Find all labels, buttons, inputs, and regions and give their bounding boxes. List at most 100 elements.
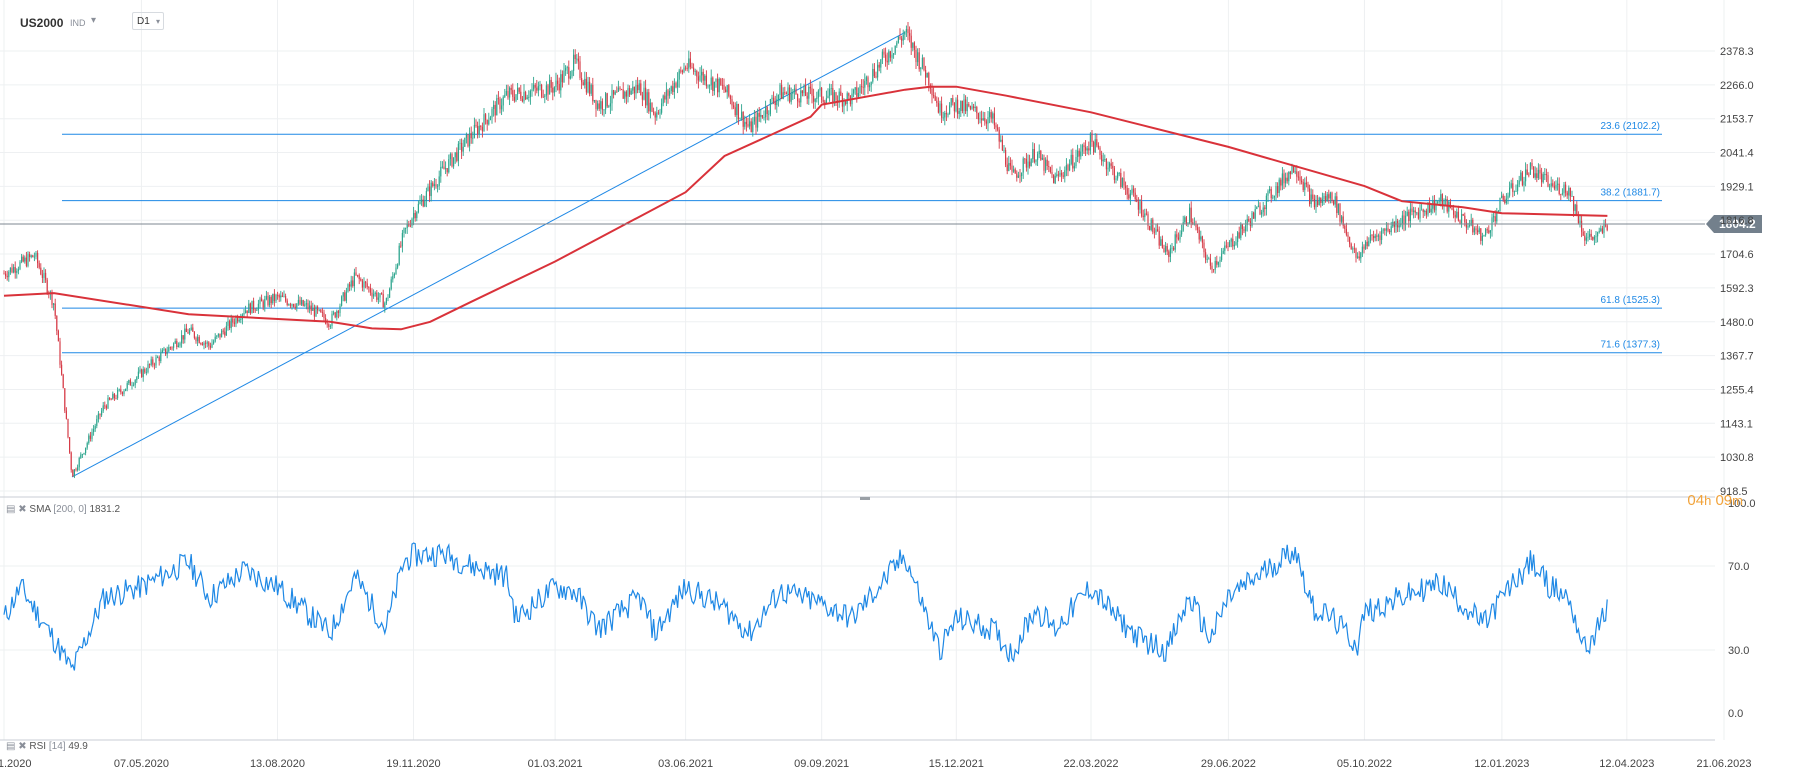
- fibonacci-levels[interactable]: 23.6 (2102.2) 38.2 (1881.7) 61.8 (1525.3) 7…: [62, 121, 1662, 354]
- price-tick-label: 1704.6: [1720, 249, 1754, 261]
- candle-body: [382, 294, 384, 308]
- candle-body: [91, 432, 93, 439]
- candle-body: [157, 357, 159, 359]
- sma-legend[interactable]: ▤ ✖ SMA [200, 0] 1831.2: [6, 504, 120, 515]
- candle-body: [240, 319, 242, 320]
- close-icon[interactable]: ✖: [18, 741, 27, 752]
- candle-body: [611, 90, 613, 104]
- candle-body: [731, 99, 733, 106]
- candle-body: [1587, 236, 1589, 238]
- candle-body: [1261, 212, 1263, 215]
- candle-body: [1078, 150, 1080, 157]
- price-tick-label: 918.5: [1720, 486, 1748, 498]
- candle-body: [899, 36, 901, 39]
- candle-body: [313, 308, 315, 317]
- candle-body: [1355, 248, 1357, 258]
- candle-body: [561, 74, 563, 83]
- indicator-list-icon[interactable]: ▤: [6, 741, 16, 752]
- candle-body: [118, 389, 120, 391]
- trendline[interactable]: [71, 31, 906, 478]
- indicator-list-icon[interactable]: ▤: [6, 504, 16, 515]
- candle-body: [299, 299, 301, 305]
- candle-body: [797, 94, 799, 102]
- chevron-down-icon[interactable]: ▾: [91, 15, 97, 26]
- candle-body: [833, 92, 835, 104]
- candle-body: [550, 79, 552, 88]
- candle-body: [518, 87, 520, 92]
- candle-body: [1438, 201, 1440, 203]
- candle-body: [1200, 236, 1202, 240]
- candle-body: [1480, 228, 1482, 241]
- candle-body: [617, 87, 619, 92]
- candle-body: [200, 343, 202, 344]
- candle-body: [955, 99, 957, 112]
- candle-body: [1144, 213, 1146, 218]
- time-axis[interactable]: 29.01.2020 07.05.2020 13.08.2020 19.11.2020…: [0, 758, 1752, 770]
- candle-body: [366, 283, 368, 288]
- last-price-value: 1804.2: [1719, 217, 1756, 231]
- candle-body: [1577, 215, 1579, 224]
- candle-body: [621, 89, 623, 91]
- candle-body: [651, 102, 653, 112]
- candle-body: [1270, 188, 1272, 199]
- candle-body: [11, 267, 13, 273]
- candle-body: [1253, 212, 1255, 219]
- candle-body: [1201, 236, 1203, 243]
- candle-body: [1569, 187, 1571, 197]
- candle-body: [1387, 228, 1389, 231]
- candle-body: [1443, 200, 1445, 207]
- candle-body: [653, 111, 655, 114]
- candle-body: [1277, 186, 1279, 194]
- candle-body: [1006, 164, 1008, 172]
- candle-body: [169, 347, 171, 349]
- candle-body: [761, 114, 763, 118]
- timeframe-select[interactable]: D1 ▾: [132, 12, 164, 30]
- candle-body: [51, 291, 53, 305]
- candle-body: [1323, 196, 1325, 200]
- price-axis[interactable]: 918.5 1030.8 1143.1 1255.4 1367.7 1480.0 1592.…: [1720, 46, 1754, 498]
- sma-legend-params: [200, 0]: [53, 504, 87, 515]
- candle-body: [789, 87, 791, 102]
- candle-body: [1203, 242, 1205, 253]
- candle-body: [1328, 194, 1330, 199]
- candle-body: [585, 78, 587, 93]
- candle-body: [494, 104, 496, 116]
- candle-body: [813, 95, 815, 102]
- symbol-label[interactable]: US2000: [20, 16, 64, 30]
- candle-body: [696, 70, 698, 77]
- candle-body: [1121, 177, 1123, 188]
- candle-body: [974, 106, 976, 109]
- candle-body: [470, 133, 472, 139]
- candle-body: [1507, 195, 1509, 199]
- candle-body: [769, 99, 771, 114]
- candle-body: [809, 86, 811, 89]
- candle-body: [1525, 169, 1527, 182]
- candle-body: [360, 279, 362, 281]
- candle-body: [920, 67, 922, 70]
- candle-body: [358, 275, 360, 280]
- candle-body: [112, 393, 114, 400]
- candle-body: [1529, 162, 1531, 175]
- candle-body: [3, 273, 5, 275]
- rsi-legend[interactable]: ▤ ✖ RSI [14] 49.9: [6, 741, 88, 752]
- candle-body: [1590, 233, 1592, 237]
- candle-body: [1227, 246, 1229, 247]
- candle-body: [1366, 241, 1368, 247]
- candle-body: [1133, 188, 1135, 193]
- price-tick-label: 1143.1: [1720, 418, 1753, 430]
- candle-body: [25, 257, 27, 266]
- rsi-tick-label: 70.0: [1728, 561, 1749, 573]
- candle-body: [779, 84, 781, 95]
- candle-body: [688, 58, 690, 69]
- rsi-legend-params: [14]: [48, 741, 66, 752]
- candle-body: [1345, 228, 1347, 235]
- candle-body: [33, 256, 35, 258]
- price-tick-label: 2041.4: [1720, 148, 1754, 160]
- candle-body: [224, 331, 226, 336]
- candle-body: [1062, 175, 1064, 177]
- candle-body: [886, 60, 888, 63]
- candle-body: [285, 296, 287, 301]
- candle-body: [829, 88, 831, 96]
- close-icon[interactable]: ✖: [18, 504, 27, 515]
